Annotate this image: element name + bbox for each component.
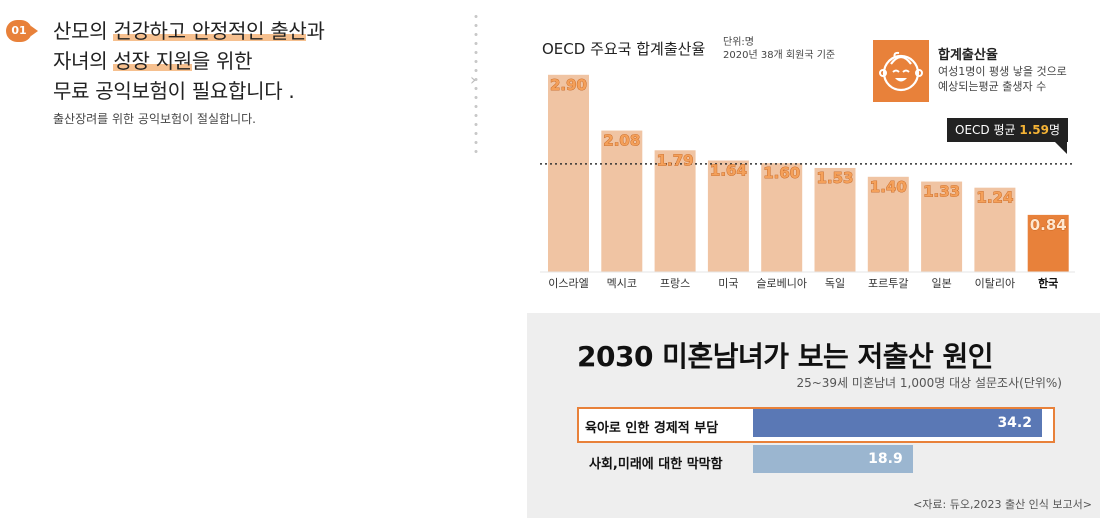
chevron-right-icon: › xyxy=(470,70,477,89)
reason-bar: 18.9 xyxy=(753,445,913,473)
headline-subtext: 출산장려를 위한 공익보험이 절실합니다. xyxy=(53,112,256,126)
dotted-divider xyxy=(474,12,478,157)
survey-panel: 2030 미혼남녀가 보는 저출산 원인 25~39세 미혼남녀 1,000명 … xyxy=(527,313,1100,518)
bar-value-label: 0.84 xyxy=(1030,216,1067,234)
step-number-badge: 01 xyxy=(6,20,32,42)
headline-highlight: 건강하고 안정적인 출산 xyxy=(113,19,307,43)
headline-line-1: 산모의 건강하고 안정적인 출산과 xyxy=(53,16,325,46)
headline-line-2: 자녀의 성장 지원을 위한 xyxy=(53,46,325,76)
avg-unit: 명 xyxy=(1048,123,1061,137)
chart-unit-note: 단위:명 2020년 38개 회원국 기준 xyxy=(723,36,835,62)
chart-note: 2020년 38개 회원국 기준 xyxy=(723,50,836,61)
callout-pointer xyxy=(1055,142,1067,154)
bar-value-label: 1.33 xyxy=(923,183,960,201)
bar-value-label: 1.64 xyxy=(710,161,747,179)
reason-label: 사회,미래에 대한 막막함 xyxy=(589,457,723,472)
category-label: 미국 xyxy=(718,277,738,290)
category-label: 멕시코 xyxy=(607,277,637,290)
category-label: 이탈리아 xyxy=(975,277,1015,290)
reason-bar: 34.2 xyxy=(753,409,1042,437)
bar-value-label: 2.90 xyxy=(550,76,587,94)
category-label: 이스라엘 xyxy=(548,277,588,290)
bar-value-label: 1.40 xyxy=(870,178,907,196)
baby-face-icon xyxy=(873,40,929,102)
bar-value-label: 2.08 xyxy=(603,132,640,150)
bar-value-label: 1.24 xyxy=(976,189,1013,207)
bar-미국 xyxy=(707,160,749,272)
legend-description: 여성1명이 평생 낳을 것으로 예상되는평균 출생자 수 xyxy=(938,64,1067,94)
reason-label: 육아로 인한 경제적 부담 xyxy=(585,421,719,436)
category-label: 한국 xyxy=(1038,276,1058,290)
category-label: 슬로베니아 xyxy=(756,277,807,290)
bar-멕시코 xyxy=(601,130,643,272)
survey-subtitle: 25~39세 미혼남녀 1,000명 대상 설문조사(단위%) xyxy=(796,376,1062,390)
category-label: 프랑스 xyxy=(660,277,690,290)
bar-포르투갈 xyxy=(867,176,909,272)
category-label: 포르투갈 xyxy=(868,276,908,290)
avg-label: OECD 평균 xyxy=(955,123,1016,137)
legend-title: 합계출산율 xyxy=(938,48,998,63)
headline-text: 과 xyxy=(306,19,325,43)
bar-슬로베니아 xyxy=(761,163,803,272)
chart-unit: 단위:명 xyxy=(723,37,754,48)
bar-한국 xyxy=(1027,214,1069,272)
headline-line-3: 무료 공익보험이 필요합니다 . xyxy=(53,79,295,103)
survey-title: 2030 미혼남녀가 보는 저출산 원인 xyxy=(577,340,994,373)
chart-title: OECD 주요국 합계출산율 xyxy=(542,40,706,58)
bar-value-label: 1.79 xyxy=(657,151,694,169)
headline-text: 을 위한 xyxy=(191,49,253,73)
category-label: 독일 xyxy=(825,276,845,290)
headline-text: 산모의 xyxy=(53,19,114,43)
headline-highlight: 성장 지원 xyxy=(113,49,192,73)
bar-일본 xyxy=(921,181,963,272)
legend-desc-line: 예상되는평균 출생자 수 xyxy=(938,80,1047,93)
source-note: <자료: 듀오,2023 출산 인식 보고서> xyxy=(913,498,1092,511)
reason-value: 34.2 xyxy=(997,415,1032,431)
bar-이탈리아 xyxy=(974,187,1016,272)
bar-독일 xyxy=(814,167,856,272)
bar-value-label: 1.53 xyxy=(816,169,853,187)
badge-pointer xyxy=(31,26,38,36)
bar-이스라엘 xyxy=(548,74,589,272)
category-label: 일본 xyxy=(931,276,951,290)
bar-프랑스 xyxy=(654,150,696,272)
avg-value: 1.59 xyxy=(1019,123,1049,137)
oecd-bar-chart: 2.90 이스라엘 2.08 멕시코 1.79 프랑스 1.64 미국 1.60 슬로베니아 1.5… xyxy=(540,74,1075,290)
legend-desc-line: 여성1명이 평생 낳을 것으로 xyxy=(938,65,1067,78)
oecd-average-callout: OECD 평균 1.59명 xyxy=(947,118,1069,142)
bar-value-label: 1.60 xyxy=(763,164,800,182)
reason-value: 18.9 xyxy=(868,451,903,467)
headline-text: 자녀의 xyxy=(53,49,114,73)
headline: 산모의 건강하고 안정적인 출산과 자녀의 성장 지원을 위한 무료 공익보험이… xyxy=(53,16,325,106)
